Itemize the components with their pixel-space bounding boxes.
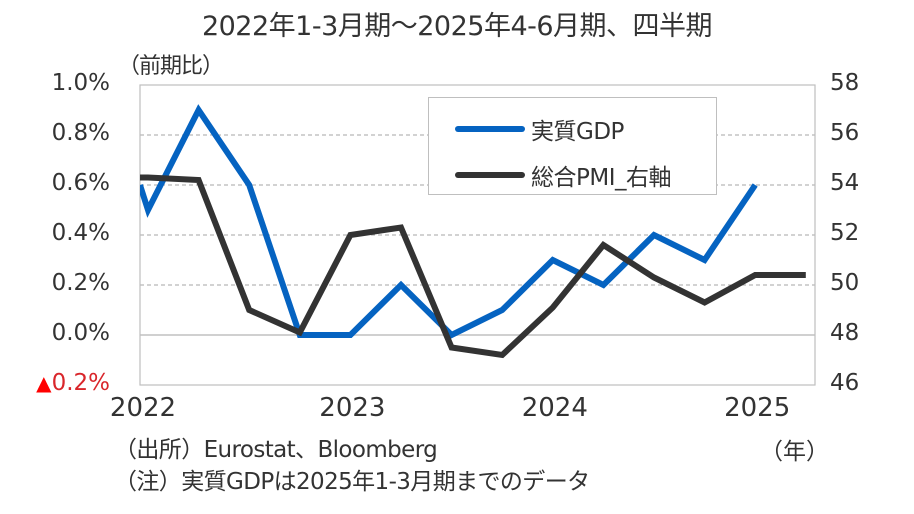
source-note: （出所）Eurostat、Bloomberg	[114, 437, 438, 463]
left-axis-tick-label: ▲0.2%	[36, 370, 110, 396]
left-axis-tick-text: 0.0%	[51, 320, 110, 346]
right-axis-tick-label: 54	[830, 170, 860, 196]
pmi-data-point	[398, 225, 404, 231]
left-axis-unit-label: （前期比）	[118, 54, 224, 79]
pmi-data-point	[600, 242, 606, 248]
left-axis-tick-text: 0.6%	[51, 170, 110, 196]
gdp-data-point	[246, 182, 252, 188]
legend-label-gdp: 実質GDP	[531, 119, 624, 145]
plot-frame	[139, 84, 816, 386]
left-axis-tick-text: 0.2%	[51, 270, 110, 296]
left-axis-tick-label: 0.0%	[52, 320, 110, 346]
gdp-data-point	[600, 282, 606, 288]
series-line-gdp	[140, 104, 758, 339]
left-axis-tick-label: 0.4%	[52, 220, 110, 246]
right-axis-tick-label: 58	[830, 70, 860, 96]
left-axis-tick-text: 0.2%	[51, 370, 110, 396]
pmi-data-point	[196, 177, 202, 183]
left-axis-tick-label: 0.2%	[52, 270, 110, 296]
right-axis-tick-label: 50	[830, 270, 860, 296]
left-axis-tick-text: 0.8%	[51, 120, 110, 146]
legend-label-pmi: 総合PMI_右軸	[531, 165, 672, 191]
gdp-data-point	[550, 257, 556, 263]
right-axis-tick-label: 46	[830, 370, 860, 396]
x-axis-tick-label: 2022	[109, 393, 177, 423]
left-axis-tick-label: 0.8%	[52, 120, 110, 146]
left-axis-tick-label: 0.6%	[52, 170, 110, 196]
gdp-data-point	[398, 282, 404, 288]
legend-item-gdp: 実質GDP	[455, 112, 624, 146]
gdp-data-point	[702, 257, 708, 263]
series-line-pmi	[140, 174, 806, 359]
legend-item-pmi: 総合PMI_右軸	[455, 158, 672, 192]
pmi-data-point	[803, 272, 809, 278]
chart-title: 2022年1-3月期〜2025年4-6月期、四半期	[201, 11, 713, 42]
legend: 実質GDP 総合PMI_右軸	[428, 97, 717, 195]
gdp-data-point	[347, 332, 353, 338]
x-axis-unit-label: （年）	[760, 439, 829, 465]
gdp-data-point	[651, 232, 657, 238]
pmi-data-point	[651, 275, 657, 281]
pmi-data-point	[550, 305, 556, 311]
negative-triangle-icon: ▲	[36, 371, 52, 395]
pmi-data-point	[246, 307, 252, 313]
pmi-data-point	[347, 232, 353, 238]
pmi-data-point	[752, 272, 758, 278]
right-axis-tick-label: 52	[830, 220, 860, 246]
pmi-data-point	[145, 175, 151, 181]
gdp-data-point	[196, 107, 202, 113]
left-axis-tick-label: 1.0%	[52, 70, 110, 96]
right-axis-tick-label: 56	[830, 120, 860, 146]
pmi-data-point	[449, 345, 455, 351]
legend-swatch-pmi	[455, 172, 525, 178]
pmi-data-point	[499, 352, 505, 358]
footnote: （注）実質GDPは2025年1-3月期までのデータ	[114, 469, 590, 495]
gdp-data-point	[752, 182, 758, 188]
left-axis-tick-text: 0.4%	[51, 220, 110, 246]
left-axis-tick-text: 1.0%	[51, 70, 110, 96]
right-axis-tick-label: 48	[830, 320, 860, 346]
x-axis-tick-label: 2024	[521, 393, 588, 423]
pmi-data-point	[702, 300, 708, 306]
gdp-data-point	[499, 307, 505, 313]
x-axis-tick-label: 2025	[724, 393, 791, 423]
gdp-data-point	[145, 207, 151, 213]
x-axis-tick-label: 2023	[319, 393, 386, 423]
legend-swatch-gdp	[455, 126, 525, 132]
pmi-data-point	[297, 330, 303, 336]
